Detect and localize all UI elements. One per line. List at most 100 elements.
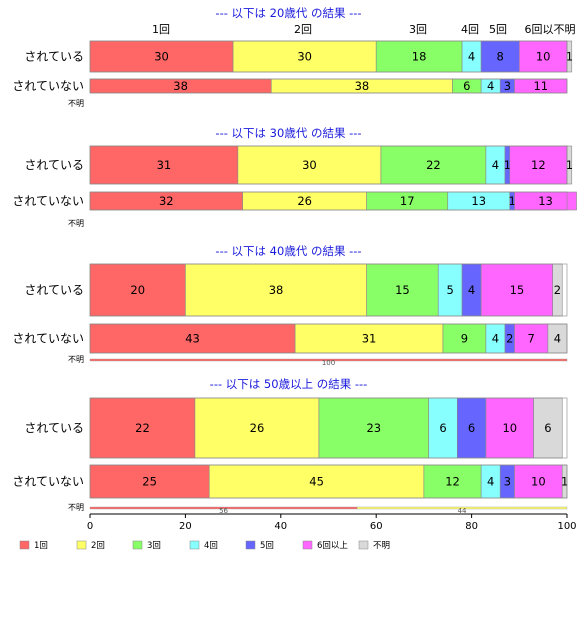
data-label: 30	[302, 158, 317, 172]
data-label: 2	[554, 283, 561, 297]
data-label: 12	[445, 475, 460, 489]
bar-outline	[89, 263, 568, 317]
data-label: 10	[536, 50, 551, 64]
group-title: --- 以下は 20歳代 の結果 ---	[215, 6, 361, 20]
unknown-bar-label: 100	[322, 359, 335, 367]
data-label: 1	[566, 50, 573, 64]
data-label: 6	[544, 421, 551, 435]
bar-outline	[89, 78, 568, 94]
data-label: 4	[554, 332, 561, 346]
data-label: 22	[135, 421, 150, 435]
data-label: 15	[510, 283, 525, 297]
row-label: されていない	[12, 79, 84, 93]
data-label: 45	[309, 475, 324, 489]
bar-outline	[89, 191, 568, 211]
category-header-label: 5回	[489, 23, 507, 36]
data-label: 2	[506, 332, 513, 346]
bar-outline	[89, 464, 568, 499]
row-label: されていない	[12, 332, 84, 346]
unknown-bar-label: 56	[219, 507, 228, 515]
bar-segment	[480, 263, 553, 317]
group-title: --- 以下は 30歳代 の結果 ---	[215, 126, 361, 140]
data-label: 6	[439, 421, 446, 435]
data-label: 17	[400, 194, 415, 208]
bar-segment	[509, 145, 568, 185]
legend-swatch	[19, 540, 30, 550]
group-title: --- 以下は 40歳代 の結果 ---	[215, 244, 361, 258]
x-tick-label: 40	[274, 521, 287, 532]
data-label: 1	[508, 194, 515, 208]
legend-label: 2回	[91, 541, 105, 551]
data-label: 5	[446, 283, 453, 297]
bar-segment	[194, 397, 320, 459]
x-tick-label: 20	[179, 521, 192, 532]
category-header-label: 6回以不明	[525, 23, 576, 36]
data-label: 4	[492, 332, 499, 346]
data-label: 32	[159, 194, 174, 208]
legend-label: 6回以上	[317, 541, 348, 551]
data-label: 11	[533, 79, 548, 93]
data-label: 20	[130, 283, 145, 297]
data-label: 31	[157, 158, 172, 172]
legend-label: 1回	[34, 541, 48, 551]
data-label: 10	[502, 421, 517, 435]
data-label: 23	[366, 421, 381, 435]
data-label: 25	[142, 475, 157, 489]
data-label: 1	[566, 158, 573, 172]
data-label: 38	[173, 79, 188, 93]
x-tick-label: 80	[465, 521, 478, 532]
legend-label: 3回	[147, 541, 161, 551]
data-label: 8	[497, 50, 504, 64]
legend-swatch	[189, 540, 200, 550]
unknown-bar-label: 44	[458, 507, 467, 515]
data-label: 4	[468, 50, 475, 64]
group-title: --- 以下は 50歳以上 の結果 ---	[210, 377, 368, 391]
unknown-row-label: 不明	[68, 99, 84, 108]
legend-swatch	[358, 540, 369, 550]
category-header-label: 2回	[294, 23, 312, 36]
data-label: 26	[297, 194, 312, 208]
unknown-bar-segment	[356, 506, 568, 510]
data-label: 13	[471, 194, 486, 208]
legend-label: 4回	[204, 541, 218, 551]
category-header-label: 4回	[461, 23, 479, 36]
legend-label: 5回	[260, 541, 274, 551]
row-label: されている	[24, 158, 84, 172]
bar-segment	[89, 397, 196, 459]
category-header-label: 3回	[409, 23, 427, 36]
bar-outline	[89, 323, 568, 354]
unknown-row-label: 不明	[68, 503, 84, 512]
data-label: 4	[487, 475, 494, 489]
legend-swatch	[302, 540, 313, 550]
data-label: 22	[426, 158, 441, 172]
row-label: されていない	[12, 475, 84, 489]
unknown-bar-segment	[89, 358, 568, 362]
category-header-label: 1回	[152, 23, 170, 36]
data-label: 43	[185, 332, 200, 346]
bar-segment	[89, 464, 210, 499]
data-label: 7	[528, 332, 535, 346]
data-label: 26	[250, 421, 265, 435]
bar-segment	[514, 464, 563, 499]
bar-segment	[514, 323, 549, 354]
row-label: されている	[24, 283, 84, 297]
data-label: 38	[269, 283, 284, 297]
row-label: されている	[24, 421, 84, 435]
data-label: 9	[461, 332, 468, 346]
bar-outline	[89, 397, 568, 459]
data-label: 6	[463, 79, 470, 93]
unknown-row-label: 不明	[68, 219, 84, 228]
bar-outline	[89, 145, 568, 185]
bar-segment	[294, 323, 444, 354]
x-tick-label: 0	[87, 521, 93, 532]
bar-segment	[456, 397, 487, 459]
data-label: 15	[395, 283, 410, 297]
data-label: 10	[531, 475, 546, 489]
unknown-row-label: 不明	[68, 355, 84, 364]
data-label: 4	[492, 158, 499, 172]
bar-outline	[89, 40, 568, 73]
x-tick-label: 60	[370, 521, 383, 532]
data-label: 12	[531, 158, 546, 172]
bar-segment	[428, 397, 458, 459]
